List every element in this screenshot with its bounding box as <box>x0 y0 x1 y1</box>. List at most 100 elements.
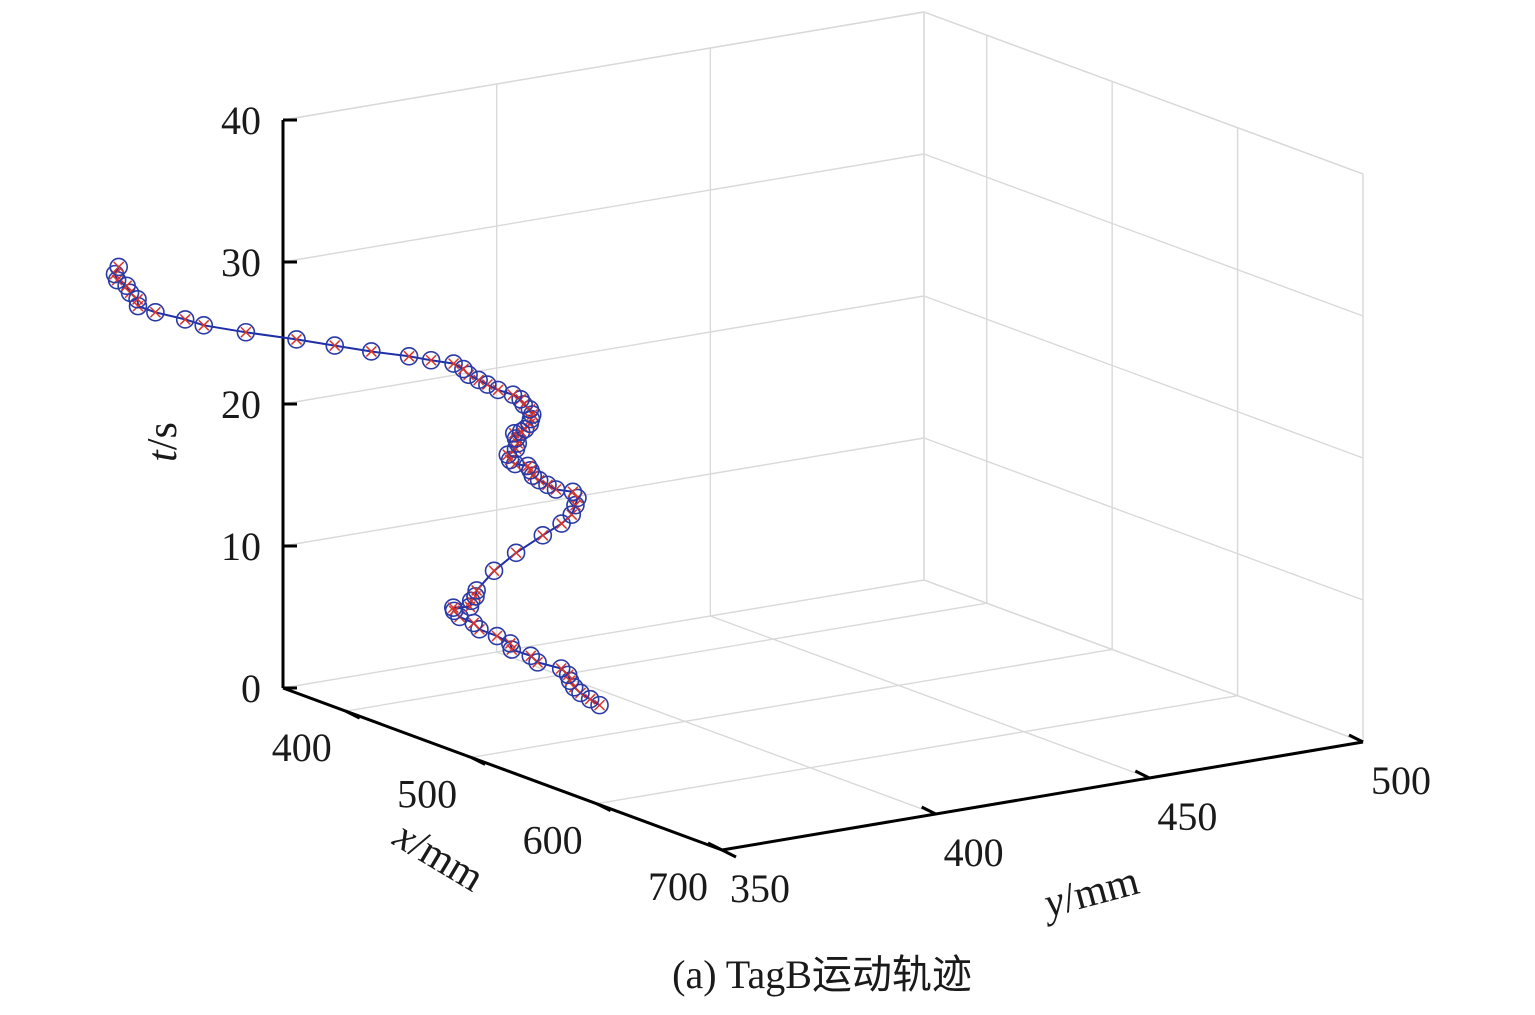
cross-stroke <box>113 261 125 273</box>
grid-line <box>282 295 925 405</box>
grid-line <box>923 437 1364 601</box>
x-tick <box>721 848 737 859</box>
data-point-cross <box>290 333 303 345</box>
data-point-cross <box>507 389 519 401</box>
cross-stroke <box>525 650 537 662</box>
trajectory-line <box>113 266 601 706</box>
data-point-cross <box>492 384 504 396</box>
t-tick-label: 30 <box>221 240 261 285</box>
cross-stroke <box>448 358 460 370</box>
y-axis-title: y/mm <box>1036 858 1144 928</box>
box-edge <box>923 11 1364 175</box>
data-point-cross <box>471 584 483 596</box>
data-point-circle <box>450 607 469 627</box>
data-point-circle <box>421 350 441 370</box>
grid-line <box>471 648 1113 759</box>
x-tick <box>345 709 361 720</box>
data-point-cross <box>198 319 210 331</box>
cross-stroke <box>488 565 500 577</box>
axes-layer <box>281 118 1364 859</box>
data-point-cross <box>468 617 480 629</box>
t-tick-label: 10 <box>221 524 261 569</box>
box-edge <box>282 11 925 121</box>
cross-stroke <box>550 483 562 496</box>
data-point-cross <box>522 460 534 472</box>
data-point-cross <box>564 675 576 687</box>
data-point-circle <box>571 683 590 703</box>
cross-stroke <box>365 345 377 357</box>
data-point-cross <box>525 650 537 662</box>
cross-stroke <box>532 656 544 668</box>
y-tick <box>707 841 723 852</box>
cross-stroke <box>555 662 567 675</box>
cross-stroke <box>584 693 596 705</box>
cross-stroke <box>508 427 520 439</box>
data-point-cross <box>329 340 341 352</box>
data-point-cross <box>504 637 516 649</box>
cross-stroke <box>504 637 516 649</box>
data-point-circle <box>568 488 587 508</box>
cross-stroke <box>425 354 437 366</box>
data-point-circle <box>466 587 485 606</box>
cross-stroke <box>502 449 514 461</box>
cross-stroke <box>481 379 493 391</box>
data-point-circle <box>528 653 547 672</box>
data-point-cross <box>510 547 522 559</box>
grid-line <box>923 579 1364 743</box>
cross-stroke <box>594 699 606 711</box>
data-point-cross <box>481 379 493 391</box>
cross-stroke <box>447 602 459 614</box>
data-point-cross <box>425 354 437 366</box>
x-tick <box>595 802 612 813</box>
data-point-cross <box>457 363 469 375</box>
cross-stroke <box>567 486 579 498</box>
data-point-circle <box>521 461 540 480</box>
cross-stroke <box>541 479 554 491</box>
cross-stroke <box>149 306 161 318</box>
cross-stroke <box>569 499 581 511</box>
data-point-cross <box>567 486 579 498</box>
data-point-cross <box>473 374 485 386</box>
grid-line <box>923 153 1364 317</box>
x-tick <box>470 756 486 766</box>
data-point-circle <box>551 659 571 678</box>
data-point-circle <box>487 626 507 646</box>
data-point-cross <box>541 479 554 491</box>
cross-stroke <box>403 350 415 362</box>
cross-stroke <box>198 319 210 331</box>
data-point-cross <box>240 326 252 338</box>
cross-stroke <box>329 340 341 352</box>
figure-caption: (a) TagB运动轨迹 <box>672 952 972 997</box>
data-point-cross <box>447 602 459 614</box>
data-point-circle <box>287 330 306 349</box>
cross-stroke <box>564 675 576 687</box>
data-point-circle <box>590 695 609 715</box>
grid-layer <box>282 11 1364 851</box>
data-point-circle <box>562 505 582 525</box>
y-tick-label: 400 <box>944 830 1004 875</box>
data-point-circle <box>469 370 488 390</box>
cross-stroke <box>240 326 252 338</box>
data-point-circle <box>194 316 214 335</box>
data-point-circle <box>515 419 535 439</box>
t-tick-label: 20 <box>221 382 261 427</box>
data-point-cross <box>365 345 377 357</box>
y-tick-label: 350 <box>730 866 790 911</box>
data-point-cross <box>113 261 125 273</box>
y-tick-label: 500 <box>1371 758 1431 803</box>
data-layer <box>105 257 609 715</box>
cross-stroke <box>111 274 123 286</box>
data-point-circle <box>488 380 508 400</box>
cross-stroke <box>510 547 522 559</box>
x-tick-label: 600 <box>523 818 583 863</box>
cross-stroke <box>562 669 574 681</box>
data-point-circle <box>109 257 129 277</box>
data-point-cross <box>555 662 567 675</box>
cross-stroke <box>448 605 460 617</box>
label-layer: 0 10 20 30 40 400 500 600 700 350 400 450 500 <box>221 98 1431 911</box>
data-point-circle <box>546 480 566 499</box>
x-tick-label: 400 <box>272 725 332 770</box>
cross-stroke <box>121 280 133 292</box>
